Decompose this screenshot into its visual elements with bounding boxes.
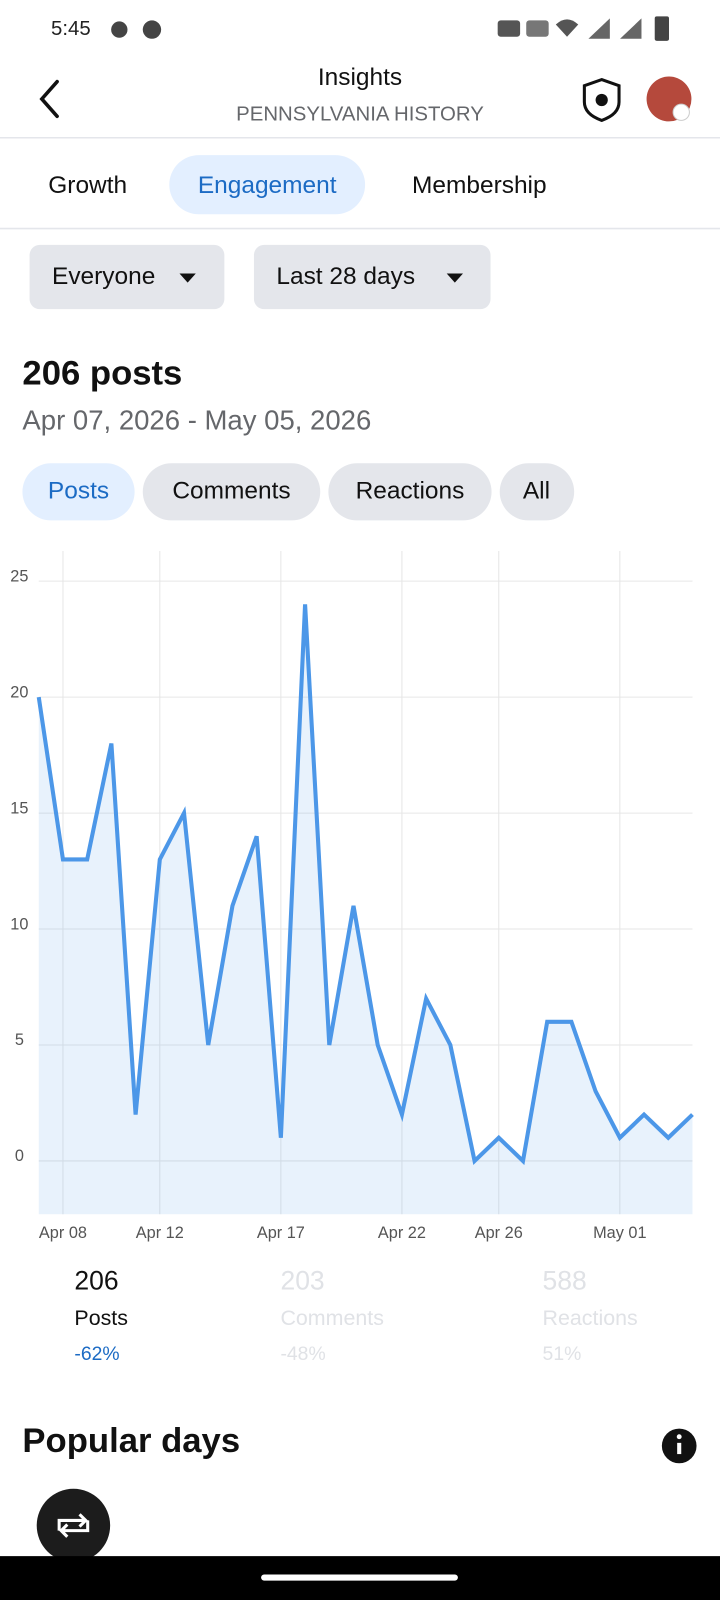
metric-chip[interactable]: Reactions xyxy=(356,477,465,504)
metric-chip[interactable]: Comments xyxy=(172,477,290,504)
admin-shield[interactable] xyxy=(582,77,621,123)
x-tick-label: Apr 22 xyxy=(378,1224,426,1242)
home-indicator[interactable] xyxy=(261,1574,458,1581)
tab[interactable]: Engagement xyxy=(198,172,337,199)
switch-icon xyxy=(57,1513,90,1538)
y-tick-label: 0 xyxy=(15,1147,24,1165)
y-tick-label: 25 xyxy=(10,567,28,585)
info-glyph xyxy=(676,1434,682,1440)
signal-icon xyxy=(588,18,610,39)
chip-bg[interactable] xyxy=(499,463,575,521)
vibrate-icon xyxy=(497,20,521,37)
summary-title: 206 posts xyxy=(22,355,182,393)
stat-value: 588 xyxy=(543,1266,587,1296)
shield-star xyxy=(595,93,608,107)
x-tick-label: Apr 17 xyxy=(257,1224,305,1242)
metric-chip[interactable]: All xyxy=(523,477,550,504)
info-glyph xyxy=(677,1442,682,1455)
filter-label: Everyone xyxy=(52,263,155,290)
chip-active-bg[interactable] xyxy=(22,463,135,521)
tab[interactable]: Membership xyxy=(412,172,547,199)
dropdown-caret xyxy=(179,273,196,283)
chip-bg[interactable] xyxy=(142,463,321,521)
floating-button[interactable] xyxy=(36,1488,111,1563)
filter-button[interactable] xyxy=(29,244,225,310)
x-tick-label: Apr 26 xyxy=(475,1224,523,1242)
settings-icon xyxy=(111,21,128,38)
stat-change: -62% xyxy=(74,1343,119,1365)
x-tick-label: Apr 08 xyxy=(39,1224,87,1242)
line-chart: 0 5 10 15 20 25 Apr 08 Apr 12 Apr 17 Apr 22 Apr 26… xyxy=(10,551,694,1242)
dropdown-caret xyxy=(446,273,464,283)
status-time: 5:45 xyxy=(51,18,91,40)
tab[interactable]: Growth xyxy=(48,172,127,199)
chip-bg[interactable] xyxy=(328,463,492,521)
filter-label: Last 28 days xyxy=(276,263,415,290)
signal-icon xyxy=(620,18,642,39)
tab-active-bg xyxy=(169,155,366,215)
stat-label: Posts xyxy=(74,1306,128,1330)
stat-value: 203 xyxy=(280,1266,324,1296)
facebook-icon xyxy=(142,20,162,39)
volte-icon xyxy=(526,20,549,37)
header-title: Insights xyxy=(318,64,402,91)
stat-label: Reactions xyxy=(543,1306,638,1330)
date-range: Apr 07, 2026 - May 05, 2026 xyxy=(22,405,371,436)
stat-value: 206 xyxy=(74,1266,118,1296)
area xyxy=(38,604,693,1215)
line xyxy=(36,604,694,1166)
stat-label: Comments xyxy=(280,1306,383,1330)
y-tick-label: 5 xyxy=(15,1031,24,1049)
metric-chip[interactable]: Posts xyxy=(48,477,109,504)
y-tick-label: 20 xyxy=(10,683,28,701)
stat-change: -48% xyxy=(280,1343,325,1365)
y-tick-label: 10 xyxy=(10,915,28,933)
battery-icon xyxy=(654,16,670,41)
filter-button[interactable] xyxy=(253,244,491,310)
y-tick-label: 15 xyxy=(10,799,28,817)
stat-change: 51% xyxy=(543,1343,582,1365)
section-title: Popular days xyxy=(22,1422,240,1460)
wifi-icon xyxy=(555,19,579,37)
avatar-dropdown xyxy=(672,103,690,121)
x-tick-label: May 01 xyxy=(593,1224,646,1242)
x-tick-label: Apr 12 xyxy=(136,1224,184,1242)
back-button[interactable] xyxy=(39,79,59,119)
header-subtitle: PENNSYLVANIA HISTORY xyxy=(236,104,484,126)
